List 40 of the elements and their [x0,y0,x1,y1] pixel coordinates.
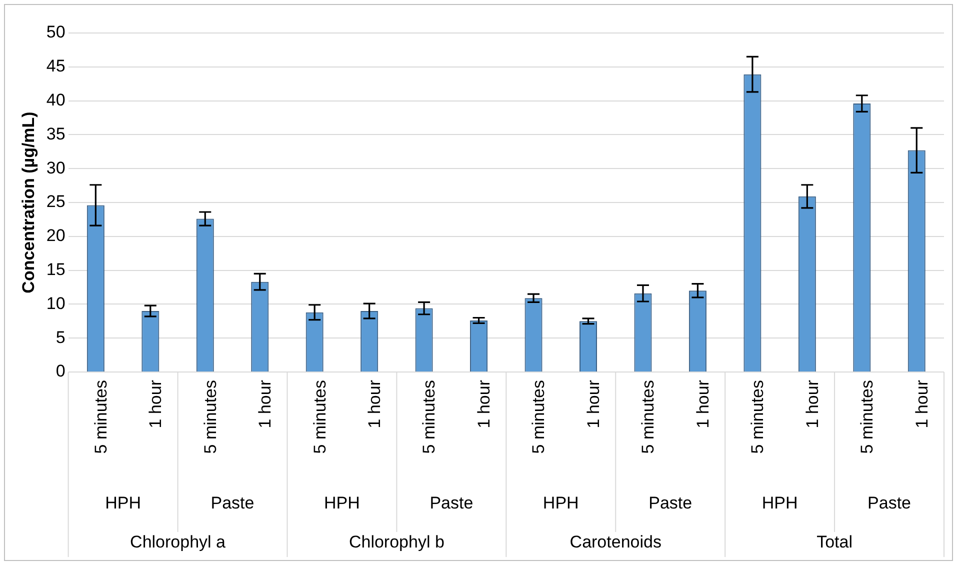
x-tick-label: 1 hour [693,380,712,428]
x-tick-label: 5 minutes [420,380,439,454]
x-tick-label: 5 minutes [529,380,548,454]
x-tick-label: 5 minutes [858,380,877,454]
text: HPH [105,494,141,513]
text: Carotenoids [570,532,662,552]
text: Paste [210,494,254,513]
y-tick-label: 50 [46,22,66,42]
x-tick-label: 5 minutes [310,380,330,454]
text: Total [816,532,852,552]
y-tick-label: 45 [46,56,66,76]
x-tick-label: 5 minutes [91,380,110,454]
x-tick-label: 1 hour [802,380,822,428]
x-tick-label: 5 minutes [638,380,658,454]
y-tick-label: 40 [46,90,66,110]
x-tick-label: 5 minutes [748,380,768,454]
text: Paste [868,494,912,513]
x-tick-label: 1 hour [584,380,603,428]
x-tick-label: 1 hour [474,380,494,428]
text: HPH [324,494,360,513]
y-tick-label: 5 [56,328,66,347]
x-tick-label: 1 hour [912,380,932,428]
text: Chlorophyl a [130,532,226,552]
y-tick-label: 20 [46,226,66,246]
y-tick-label: 15 [46,260,66,279]
y-axis-title: Concentration (µg/mL) [18,112,38,294]
y-tick-label: 0 [56,362,66,381]
text: Paste [430,494,474,513]
x-tick-label: 1 hour [146,380,166,428]
x-tick-label: 1 hour [256,380,275,428]
text: Paste [648,494,692,513]
text: HPH [762,494,798,513]
text: HPH [542,494,579,513]
y-tick-label: 10 [46,294,66,313]
y-tick-label: 35 [46,124,66,144]
y-tick-label: 25 [46,192,66,212]
y-tick-label: 30 [46,158,66,178]
x-tick-label: 5 minutes [200,380,220,454]
x-tick-label: 1 hour [365,380,384,428]
text: Chlorophyl b [348,532,444,552]
